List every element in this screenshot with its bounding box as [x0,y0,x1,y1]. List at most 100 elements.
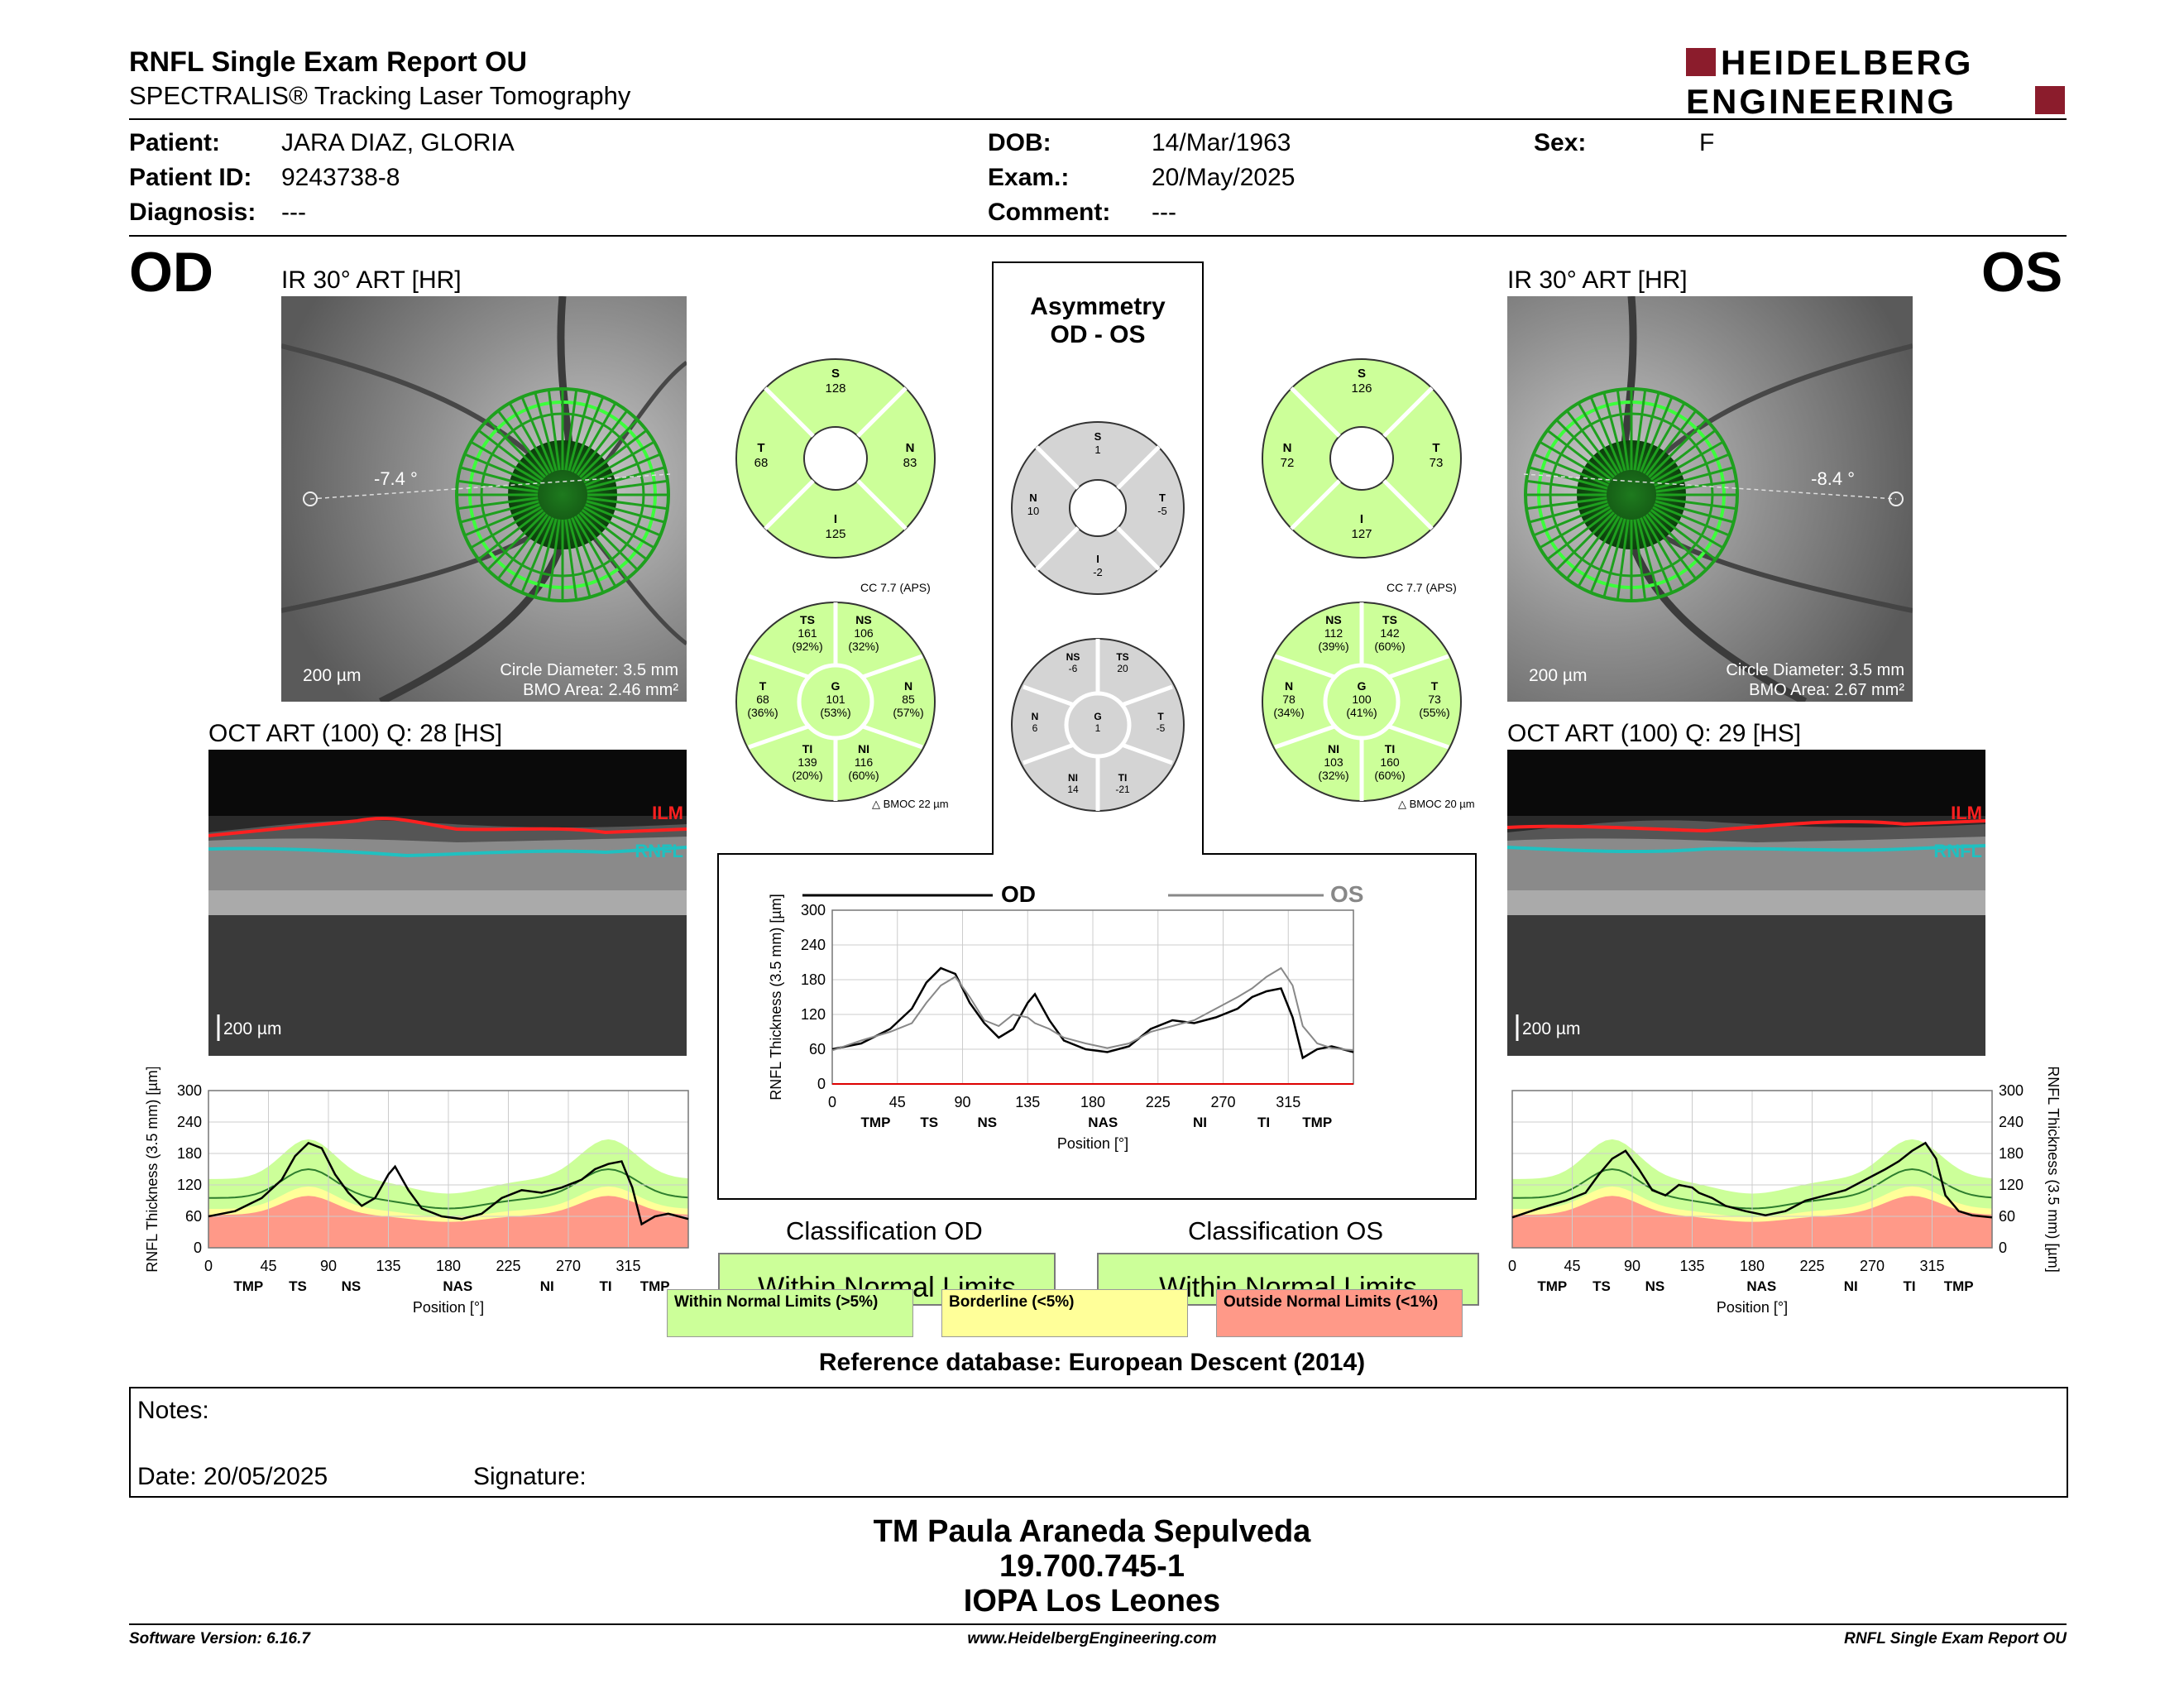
asym-quad-i: -2 [1093,566,1103,578]
diagnosis-value: --- [281,199,306,226]
svg-text:TI: TI [1118,772,1128,784]
x-tick-label: 0 [204,1258,213,1274]
legend-borderline: Borderline (<5%) [941,1289,1188,1337]
y-tick-label: 0 [194,1240,202,1256]
legend-outside-normal: Outside Normal Limits (<1%) [1216,1289,1463,1337]
od-oct-image: ILM RNFL 200 µm [208,750,687,1056]
x-tick-label: 90 [954,1094,970,1110]
os-t-value: 73 [1428,693,1441,706]
od-ir-title: IR 30° ART [HR] [281,266,462,294]
y-tick-label: 120 [1999,1177,2024,1193]
signer-name: TM Paula Araneda Sepulveda [873,1514,1311,1549]
scan-spoke [1636,518,1660,598]
x-axis-label: Position [°] [1717,1299,1788,1316]
scan-spoke [1652,440,1724,484]
os-bmoc: △ BMOC 20 µm [1398,798,1475,811]
sector-label: NAS [443,1278,472,1294]
x-tick-label: 180 [1740,1258,1765,1274]
os-oct-image: ILM RNFL 200 µm [1507,750,1985,1056]
os-bmo-area: BMO Area: 2.67 mm² [1749,681,1904,699]
os-quad-n: 72 [1281,456,1295,470]
scan-spoke [457,496,539,511]
scan-spoke [585,453,661,487]
svg-text:I: I [834,512,837,526]
scan-spoke [1528,500,1608,524]
scan-spoke [586,500,666,524]
classification-os-title: Classification OS [1188,1216,1384,1245]
sector-label: TMP [1302,1115,1332,1130]
y-tick-label: 0 [817,1076,826,1092]
scan-spoke [577,410,629,477]
scan-spoke [496,410,548,477]
scan-spoke [477,509,544,561]
notes-signature: Signature: [473,1463,587,1490]
svg-text:NS: NS [1325,613,1341,626]
scan-spoke [568,518,592,598]
scan-spoke [587,496,668,511]
scan-spoke [1546,509,1613,561]
od-oct-title: OCT ART (100) Q: 28 [HS] [208,720,503,747]
sector-label: NAS [1088,1115,1118,1130]
signer-id: 19.700.745-1 [999,1549,1185,1584]
scan-spoke [486,419,546,478]
asym-g: 1 [1095,722,1101,734]
svg-text:G: G [1094,711,1101,722]
os-ts-pct: (60%) [1374,640,1405,653]
notes-box[interactable]: Notes: Date: 20/05/2025 Signature: [129,1387,2068,1498]
reference-database: Reference database: European Descent (20… [818,1349,1366,1376]
scan-spoke [573,516,617,587]
scan-spoke [1539,506,1611,549]
sector-label: TMP [1537,1278,1567,1294]
scan-spoke [581,509,648,561]
sex-value: F [1699,129,1715,156]
scan-spoke [459,466,539,490]
svg-text:NS: NS [855,613,871,626]
asym-quad-t: -5 [1157,505,1167,517]
os-quad-i: 127 [1351,527,1372,541]
svg-text:N: N [906,441,915,455]
sector-label: TMP [861,1115,891,1130]
svg-text:TI: TI [802,742,812,755]
scan-spoke [564,389,578,471]
y-tick-label: 300 [801,902,826,918]
logo-text-1: HEIDELBERG [1721,45,1973,82]
od-g-pct: (53%) [820,706,850,719]
os-quad-t: 73 [1430,456,1444,470]
scan-spoke [508,516,552,587]
patient-rule [129,235,2067,237]
od-angle: -7.4 ° [374,468,418,489]
sector-label: TS [920,1115,938,1130]
header-rule [129,118,2067,120]
footer-url[interactable]: www.HeidelbergEngineering.com [967,1630,1217,1647]
x-tick-label: 90 [320,1258,337,1274]
scan-spoke [583,440,655,484]
os-rnfl-label: RNFL [1933,841,1982,861]
os-t-pct: (55%) [1419,706,1449,719]
svg-text:G: G [1358,679,1367,693]
x-tick-label: 45 [1564,1258,1580,1274]
svg-text:NI: NI [1328,742,1339,755]
svg-text:T: T [1159,492,1166,504]
scan-spoke [581,429,648,481]
sector-label: NS [342,1278,362,1294]
scan-spoke [1654,503,1730,537]
patient-id-label: Patient ID: [129,164,252,191]
x-tick-label: 180 [1080,1094,1105,1110]
od-rnfl-label: RNFL [635,841,683,861]
dob-value: 14/Mar/1963 [1152,129,1291,156]
od-quad-s: 128 [825,381,845,396]
od-ilm-label: ILM [652,803,683,823]
od-circle-diameter: Circle Diameter: 3.5 mm [500,661,678,679]
svg-text:TS: TS [1382,613,1397,626]
asymmetry-panel-frame [717,261,1477,1200]
scan-spoke [1602,518,1626,598]
scan-spoke [547,389,561,471]
logo-text-2: ENGINEERING [1686,82,1956,119]
scan-spoke [459,500,539,524]
x-tick-label: 135 [1679,1258,1704,1274]
